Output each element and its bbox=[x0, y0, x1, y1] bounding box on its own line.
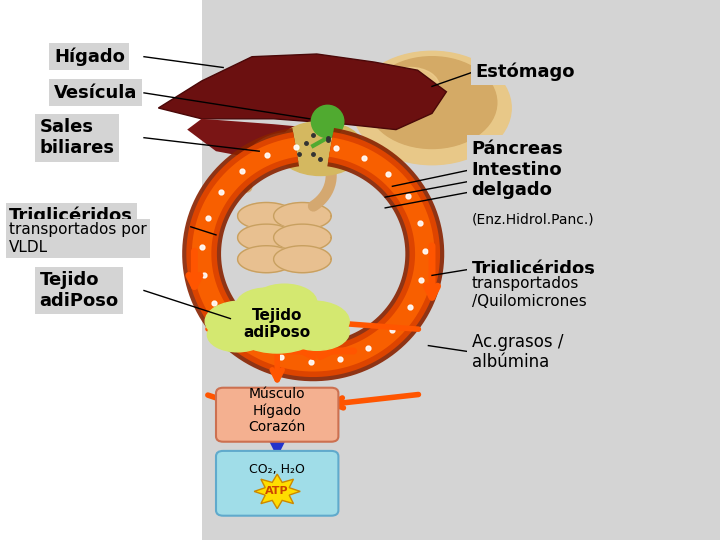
Text: transportados por
VLDL: transportados por VLDL bbox=[9, 222, 147, 255]
Text: Páncreas
Intestino
delgado: Páncreas Intestino delgado bbox=[472, 140, 563, 199]
Ellipse shape bbox=[284, 314, 349, 350]
Text: transportados
/Quilomicrones: transportados /Quilomicrones bbox=[472, 276, 586, 309]
Polygon shape bbox=[187, 119, 360, 162]
Ellipse shape bbox=[252, 284, 317, 321]
Polygon shape bbox=[274, 202, 331, 230]
FancyBboxPatch shape bbox=[0, 0, 202, 540]
Polygon shape bbox=[238, 246, 295, 273]
Text: Sales
biliares: Sales biliares bbox=[40, 118, 114, 157]
Ellipse shape bbox=[205, 301, 277, 341]
Text: Vesícula: Vesícula bbox=[54, 84, 138, 102]
Text: Hígado: Hígado bbox=[54, 48, 125, 66]
FancyBboxPatch shape bbox=[216, 388, 338, 442]
Polygon shape bbox=[158, 54, 446, 130]
Polygon shape bbox=[274, 224, 331, 251]
Ellipse shape bbox=[236, 288, 297, 322]
Text: Tejido
adiPoso: Tejido adiPoso bbox=[40, 271, 119, 310]
Text: Ac.grasos /
albúmina: Ac.grasos / albúmina bbox=[472, 333, 563, 372]
Ellipse shape bbox=[207, 318, 268, 352]
Polygon shape bbox=[238, 224, 295, 251]
Text: Músculo
Hígado
Corazón: Músculo Hígado Corazón bbox=[248, 387, 306, 434]
Ellipse shape bbox=[353, 51, 511, 165]
Polygon shape bbox=[254, 474, 300, 509]
Ellipse shape bbox=[367, 57, 497, 149]
Polygon shape bbox=[238, 202, 295, 230]
Ellipse shape bbox=[277, 301, 349, 341]
Text: CO₂, H₂O: CO₂, H₂O bbox=[249, 463, 305, 476]
FancyBboxPatch shape bbox=[216, 451, 338, 516]
Text: Triglicéridos: Triglicéridos bbox=[9, 207, 133, 225]
Text: ATP: ATP bbox=[266, 487, 289, 496]
Polygon shape bbox=[274, 246, 331, 273]
Ellipse shape bbox=[230, 300, 324, 353]
Text: Triglicéridos: Triglicéridos bbox=[472, 260, 595, 278]
Ellipse shape bbox=[312, 105, 344, 138]
Text: Tejido
adiPoso: Tejido adiPoso bbox=[243, 308, 311, 340]
Text: (Enz.Hidrol.Panc.): (Enz.Hidrol.Panc.) bbox=[472, 212, 594, 226]
Ellipse shape bbox=[382, 68, 439, 105]
Text: Estómago: Estómago bbox=[475, 62, 575, 80]
Ellipse shape bbox=[277, 122, 364, 176]
